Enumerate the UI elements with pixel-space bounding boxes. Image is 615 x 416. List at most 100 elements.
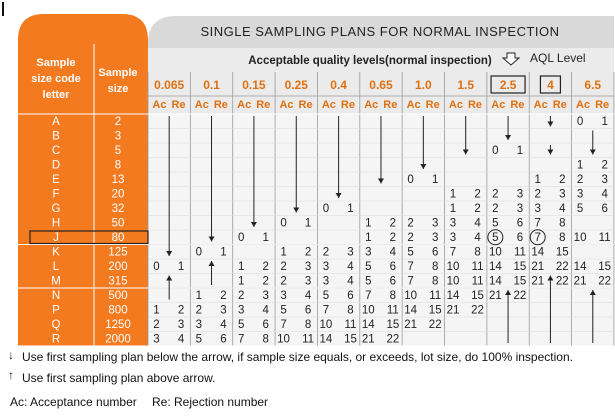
ac-value: 10: [489, 247, 502, 259]
aql-value: 6.5: [584, 78, 601, 92]
down-arrow-icon: [293, 207, 300, 213]
row-size: 50: [112, 218, 125, 230]
aql-level-label: AQL Level: [530, 51, 586, 65]
re-value: 4: [601, 189, 608, 201]
aql-header-row: 0.065 0.1 0.15 0.25 0.4 0.65 1.0 1.5 2.5 4 6.5: [148, 75, 614, 97]
ac-value: 2: [407, 218, 413, 230]
ac-value: 10: [447, 276, 460, 288]
re-label: Re: [299, 99, 313, 111]
ac-value: 2: [280, 276, 286, 288]
ac-value: 1: [535, 174, 541, 186]
re-value: 15: [514, 276, 527, 288]
ac-definition: Ac: Acceptance number: [10, 395, 137, 409]
ac-value: 21: [531, 261, 544, 273]
re-value: 2: [178, 305, 184, 317]
re-label: Re: [214, 99, 228, 111]
re-value: 2: [263, 261, 269, 273]
ac-value: 14: [531, 247, 544, 259]
row-size: 1250: [105, 319, 131, 331]
ac-value: 21: [362, 334, 375, 346]
re-value: 1: [347, 203, 353, 215]
highlighted-row-box: [29, 230, 149, 245]
ac-value: 3: [535, 203, 541, 215]
ac-label: Ac: [449, 99, 463, 111]
re-label: Re: [426, 99, 440, 111]
ac-value: 3: [196, 319, 202, 331]
re-value: 11: [472, 261, 484, 273]
re-value: 22: [556, 261, 569, 273]
re-label: Re: [595, 99, 609, 111]
row-size: 500: [108, 290, 127, 302]
row-size: 5: [115, 145, 121, 157]
re-value: 1: [263, 232, 269, 244]
re-value: 15: [386, 319, 399, 331]
corner-mark: [2, 2, 4, 16]
row-letter: Q: [52, 319, 61, 331]
re-value: 22: [514, 290, 527, 302]
re-value: 11: [472, 276, 484, 288]
ac-value: 0: [407, 174, 413, 186]
re-label: Re: [256, 99, 270, 111]
re-value: 11: [302, 334, 314, 346]
re-value: 3: [432, 218, 438, 230]
code-column-body: [18, 114, 148, 346]
re-value: 11: [514, 247, 526, 259]
ac-value: 0: [196, 247, 202, 259]
table-arrows: [166, 116, 596, 343]
down-arrow-icon: [166, 251, 173, 256]
up-arrow-icon: [589, 290, 596, 295]
row-size: 800: [108, 305, 127, 317]
code-header-background: [18, 14, 148, 116]
ac-value: 3: [280, 290, 286, 302]
ac-label: Ac: [152, 99, 166, 111]
re-value: 11: [429, 290, 441, 302]
ac-value: 14: [447, 290, 460, 302]
aql-highlight-box: [490, 75, 526, 94]
row-letter: M: [51, 276, 61, 288]
re-value: 2: [305, 247, 311, 259]
ac-value: 10: [574, 232, 587, 244]
re-value: 15: [598, 261, 611, 273]
re-value: 6: [601, 203, 607, 215]
re-value: 22: [386, 334, 399, 346]
down-arrow-icon: [547, 149, 554, 155]
re-value: 3: [517, 189, 523, 201]
ac-value: 5: [365, 261, 371, 273]
down-arrow-icon: [250, 222, 257, 227]
ac-value: 7: [407, 261, 413, 273]
re-value: 22: [598, 276, 611, 288]
ac-value: 10: [404, 290, 417, 302]
ac-value: 3: [577, 189, 583, 201]
ac-value: 21: [447, 305, 460, 317]
re-value: 4: [474, 232, 481, 244]
ac-value: 10: [320, 319, 333, 331]
ac-value: 1: [280, 247, 286, 259]
table-subtitle: Acceptable quality levels(normal inspect…: [248, 55, 492, 67]
table-graphic: SINGLE SAMPLING PLANS FOR NORMAL INSPECT…: [18, 14, 615, 347]
ac-label: Ac: [237, 99, 251, 111]
circled-value-marker: [487, 229, 504, 246]
re-value: 2: [474, 189, 480, 201]
size-header-line: size: [108, 83, 129, 95]
up-arrow-icon: [166, 275, 173, 281]
re-value: 4: [263, 305, 270, 317]
ac-value: 21: [489, 290, 502, 302]
ac-value: 0: [577, 116, 583, 128]
down-arrow-icon: [589, 149, 596, 155]
down-arrow-legend-icon: ↓: [8, 348, 14, 362]
re-value: 11: [599, 232, 611, 244]
ac-value: 5: [492, 232, 498, 244]
row-size: 13: [112, 174, 125, 186]
re-value: 3: [305, 261, 311, 273]
re-value: 4: [347, 261, 354, 273]
circled-value-marker: [529, 229, 546, 246]
row-letter: A: [52, 116, 60, 128]
ac-value: 5: [492, 218, 498, 230]
row-letter: D: [52, 160, 60, 172]
re-label: Re: [553, 99, 567, 111]
row-letter: N: [52, 290, 60, 302]
re-value: 6: [390, 261, 396, 273]
ac-value: 3: [450, 218, 456, 230]
re-value: 2: [559, 174, 565, 186]
code-header-line: letter: [43, 89, 71, 101]
